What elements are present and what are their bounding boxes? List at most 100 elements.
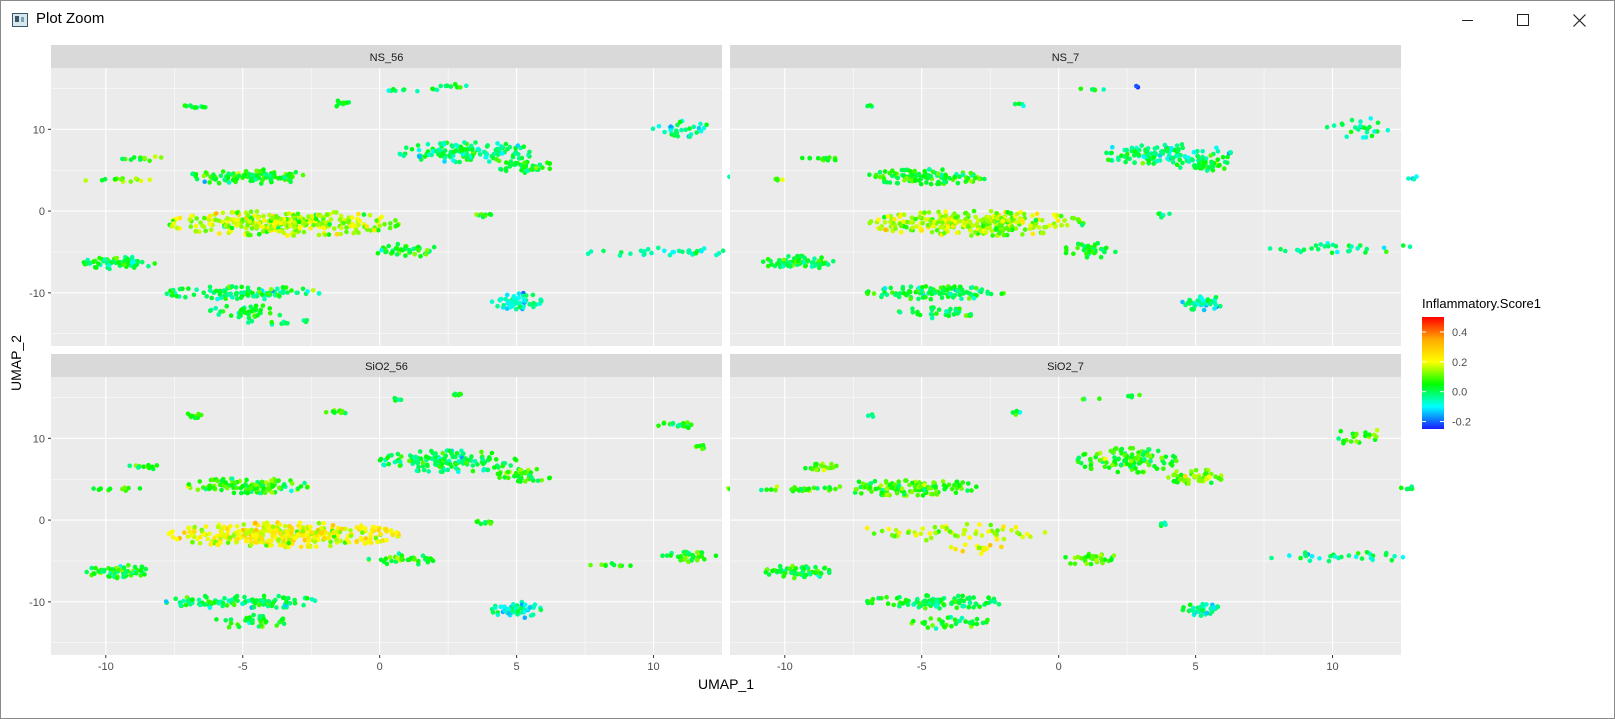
data-point: [547, 475, 552, 481]
data-point: [642, 251, 647, 257]
data-point: [1200, 149, 1205, 154]
data-point: [971, 595, 976, 600]
data-point: [409, 147, 415, 152]
close-button[interactable]: [1551, 1, 1607, 39]
data-point: [973, 531, 978, 536]
data-point: [1301, 247, 1307, 252]
data-point: [121, 565, 127, 570]
data-point: [1384, 249, 1389, 254]
legend-break-label: 0.2: [1452, 357, 1467, 369]
data-point: [827, 570, 832, 576]
data-point: [1113, 249, 1118, 255]
data-point: [888, 285, 893, 291]
data-point: [251, 307, 257, 312]
data-point: [936, 171, 941, 176]
data-point: [960, 172, 966, 178]
data-point: [270, 484, 276, 489]
data-point: [1072, 561, 1078, 567]
data-point: [316, 232, 322, 238]
data-point: [401, 87, 407, 92]
data-point: [879, 292, 885, 298]
data-point: [695, 549, 700, 555]
data-point: [899, 486, 905, 492]
data-point: [538, 607, 544, 613]
minimize-button[interactable]: [1439, 1, 1495, 39]
data-point: [499, 144, 505, 150]
data-point: [887, 180, 893, 185]
data-point: [245, 490, 250, 496]
data-point: [949, 624, 954, 629]
data-point: [867, 172, 872, 177]
data-point: [1362, 125, 1367, 131]
data-point: [97, 255, 102, 261]
data-point: [826, 465, 831, 471]
data-point: [381, 462, 386, 468]
data-point: [547, 161, 553, 166]
data-point: [1215, 149, 1221, 154]
data-point: [434, 87, 440, 93]
data-point: [283, 523, 288, 529]
data-point: [1014, 408, 1019, 414]
data-point: [289, 288, 294, 293]
data-point: [1338, 428, 1344, 434]
data-point: [1063, 555, 1068, 560]
data-point: [208, 542, 214, 547]
data-point: [1177, 157, 1182, 163]
data-point: [1182, 473, 1188, 479]
data-point: [502, 604, 507, 610]
data-point: [372, 228, 377, 233]
data-point: [1009, 218, 1015, 223]
data-point: [502, 475, 508, 480]
data-point: [416, 248, 421, 253]
data-point: [904, 219, 910, 225]
legend-colorbar: [1422, 317, 1444, 429]
data-point: [1001, 536, 1007, 542]
data-point: [892, 216, 897, 222]
data-point: [368, 531, 374, 537]
data-point: [661, 421, 667, 426]
data-point: [690, 252, 695, 257]
data-point: [957, 292, 963, 298]
data-point: [1193, 165, 1199, 171]
data-point: [957, 483, 962, 488]
data-point: [925, 593, 931, 599]
data-point: [948, 544, 954, 550]
data-point: [999, 544, 1004, 550]
data-point: [453, 465, 459, 471]
data-point: [977, 522, 982, 527]
data-point: [395, 222, 400, 228]
data-point: [338, 213, 344, 219]
data-point: [222, 596, 227, 601]
data-point: [1158, 521, 1164, 527]
data-point: [470, 468, 476, 474]
data-point: [276, 593, 282, 599]
data-point: [914, 224, 919, 229]
data-point: [1146, 462, 1152, 468]
data-point: [1398, 485, 1404, 491]
data-point: [803, 465, 808, 471]
data-point: [407, 557, 413, 562]
data-point: [420, 460, 426, 466]
data-point: [189, 213, 194, 219]
data-point: [222, 177, 227, 182]
data-point: [277, 531, 283, 536]
data-point: [968, 228, 973, 233]
data-point: [384, 538, 389, 543]
data-point: [306, 538, 311, 543]
data-point: [910, 310, 916, 315]
x-tick-label: -5: [238, 661, 248, 673]
data-point: [1145, 453, 1150, 458]
data-point: [979, 533, 985, 538]
data-point: [1317, 556, 1322, 561]
data-point: [328, 539, 333, 545]
data-point: [601, 248, 606, 254]
data-point: [956, 593, 961, 599]
data-point: [284, 529, 290, 534]
data-point: [812, 256, 817, 261]
data-point: [1200, 608, 1205, 613]
data-point: [912, 168, 917, 174]
data-point: [539, 478, 544, 483]
data-point: [310, 288, 316, 293]
data-point: [1156, 211, 1161, 216]
maximize-button[interactable]: [1495, 1, 1551, 39]
